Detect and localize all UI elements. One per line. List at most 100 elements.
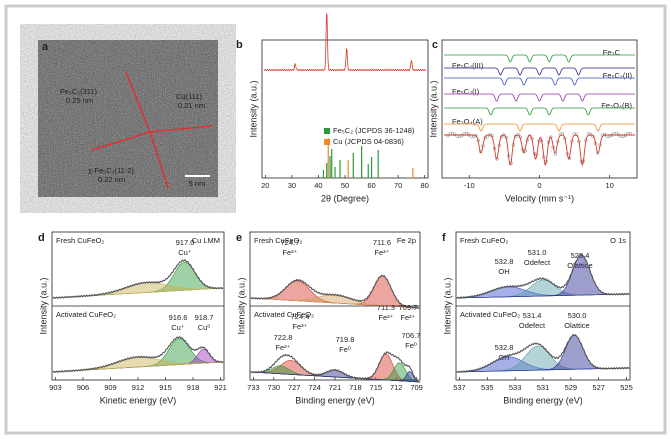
data-point xyxy=(453,132,457,137)
annotation: Cu LMM xyxy=(192,236,220,245)
annotation: 530.0 xyxy=(568,311,587,320)
annotation: 532.8 xyxy=(495,343,514,352)
annotation: Activated CuFeO₂ xyxy=(56,310,116,319)
x-tick-label: 537 xyxy=(453,383,466,392)
annotation: Fe⁰ xyxy=(405,341,417,350)
x-tick-label: 718 xyxy=(349,383,362,392)
data-point xyxy=(502,133,506,137)
annotation: Cu⁰ xyxy=(198,323,211,332)
annotation: 724.4 xyxy=(291,312,310,321)
envelope xyxy=(250,274,420,310)
x-tick-label: 0 xyxy=(537,181,541,190)
x-tick-label: 909 xyxy=(104,383,117,392)
annotation: Fe²⁺ xyxy=(400,313,415,322)
annotation: Activated CuFeO₂ xyxy=(254,310,314,319)
annotation: Fe 2p xyxy=(397,236,416,245)
annotation: 724.7 xyxy=(281,238,300,247)
subspectrum xyxy=(444,77,635,86)
panel-label: f xyxy=(442,232,446,244)
scale-bar-label: 5 nm xyxy=(189,179,206,188)
x-tick-label: 10 xyxy=(606,181,614,190)
x-axis-label: Kinetic energy (eV) xyxy=(100,395,177,405)
envelope xyxy=(250,351,419,383)
annotation: 719.8 xyxy=(336,335,355,344)
x-tick-label: 921 xyxy=(214,383,227,392)
x-axis-label: Binding energy (eV) xyxy=(503,395,583,405)
annotation: Cu(111) xyxy=(176,92,202,101)
legend-swatch xyxy=(324,128,330,134)
x-tick-label: 60 xyxy=(367,181,375,190)
annotation: 918.7 xyxy=(195,313,214,322)
x-tick-label: 715 xyxy=(370,383,383,392)
annotation: Odefect xyxy=(524,258,551,267)
annotation: Fresh CuFeO₂ xyxy=(460,236,508,245)
data-point xyxy=(516,132,520,137)
y-axis-label: Intensity (a.u.) xyxy=(248,80,258,137)
subspectrum xyxy=(444,54,635,63)
annotation: Fe₅C₂(311) xyxy=(60,87,98,96)
data-point xyxy=(549,135,553,139)
x-tick-label: -10 xyxy=(464,181,475,190)
x-tick-label: 535 xyxy=(481,383,494,392)
x-tick-label: 529 xyxy=(565,383,578,392)
y-axis-label: Intensity (a.u.) xyxy=(442,277,452,334)
x-tick-label: 918 xyxy=(187,383,200,392)
annotation: Fe³⁺ xyxy=(292,322,307,331)
annotation: 531.4 xyxy=(523,311,542,320)
x-tick-label: 721 xyxy=(329,383,342,392)
x-tick-label: 50 xyxy=(341,181,349,190)
data-point xyxy=(474,134,478,138)
envelope xyxy=(456,253,630,299)
x-tick-label: 80 xyxy=(421,181,429,190)
annotation: 532.8 xyxy=(495,257,514,266)
annotation: 916.6 xyxy=(169,313,188,322)
annotation: Fe₃O₄(B) xyxy=(601,101,632,110)
data-point xyxy=(591,134,595,139)
y-axis-label: Intensity (a.u.) xyxy=(236,277,246,334)
annotation: Fe₃C xyxy=(603,48,621,57)
annotation: Odefect xyxy=(519,321,546,330)
component-peak xyxy=(249,371,421,383)
annotation: 706.7 xyxy=(402,331,421,340)
y-axis-label: Intensity (a.u.) xyxy=(38,277,48,334)
annotation: Fe₅C₂(III) xyxy=(452,61,484,70)
x-tick-label: 525 xyxy=(620,383,633,392)
annotation: Olattice xyxy=(564,321,589,330)
x-tick-label: 724 xyxy=(308,383,321,392)
subspectrum xyxy=(444,123,635,132)
subspectrum xyxy=(444,93,635,102)
annotation: 0.22 nm xyxy=(98,175,125,184)
x-axis-label: 2θ (Degree) xyxy=(321,193,369,203)
annotation: 531.0 xyxy=(528,248,547,257)
x-tick-label: 730 xyxy=(268,383,281,392)
annotation: 711.6 xyxy=(373,238,391,247)
annotation: Fe²⁺ xyxy=(275,343,290,352)
panel-label: b xyxy=(236,39,243,51)
x-tick-label: 527 xyxy=(592,383,605,392)
annotation: Fresh CuFeO₂ xyxy=(56,236,104,245)
x-axis-label: Binding energy (eV) xyxy=(295,395,375,405)
x-tick-label: 912 xyxy=(132,383,145,392)
subspectrum xyxy=(444,67,635,76)
lattice-boundaries xyxy=(91,71,213,189)
annotation: Fresh CuFeO₂ xyxy=(254,236,302,245)
annotation: 0.21 nm xyxy=(178,101,205,110)
x-tick-label: 709 xyxy=(410,383,423,392)
annotation: Fe⁰ xyxy=(339,345,351,354)
x-tick-label: 906 xyxy=(77,383,90,392)
annotation: 917.0 xyxy=(176,238,195,247)
annotation: Cu⁺ xyxy=(178,248,192,257)
y-axis-label: Intensity (a.u.) xyxy=(428,80,438,137)
annotation: Fe₅C₂(II) xyxy=(603,71,633,80)
x-axis-label: Velocity (mm s⁻¹) xyxy=(505,193,574,203)
x-tick-label: 531 xyxy=(537,383,550,392)
annotation: Fe³⁺ xyxy=(374,248,389,257)
x-tick-label: 533 xyxy=(509,383,522,392)
x-tick-label: 70 xyxy=(394,181,402,190)
tem-texture xyxy=(38,40,218,197)
data-point xyxy=(448,132,452,136)
x-tick-label: 712 xyxy=(390,383,403,392)
x-tick-label: 727 xyxy=(288,383,301,392)
data-point xyxy=(446,133,450,138)
